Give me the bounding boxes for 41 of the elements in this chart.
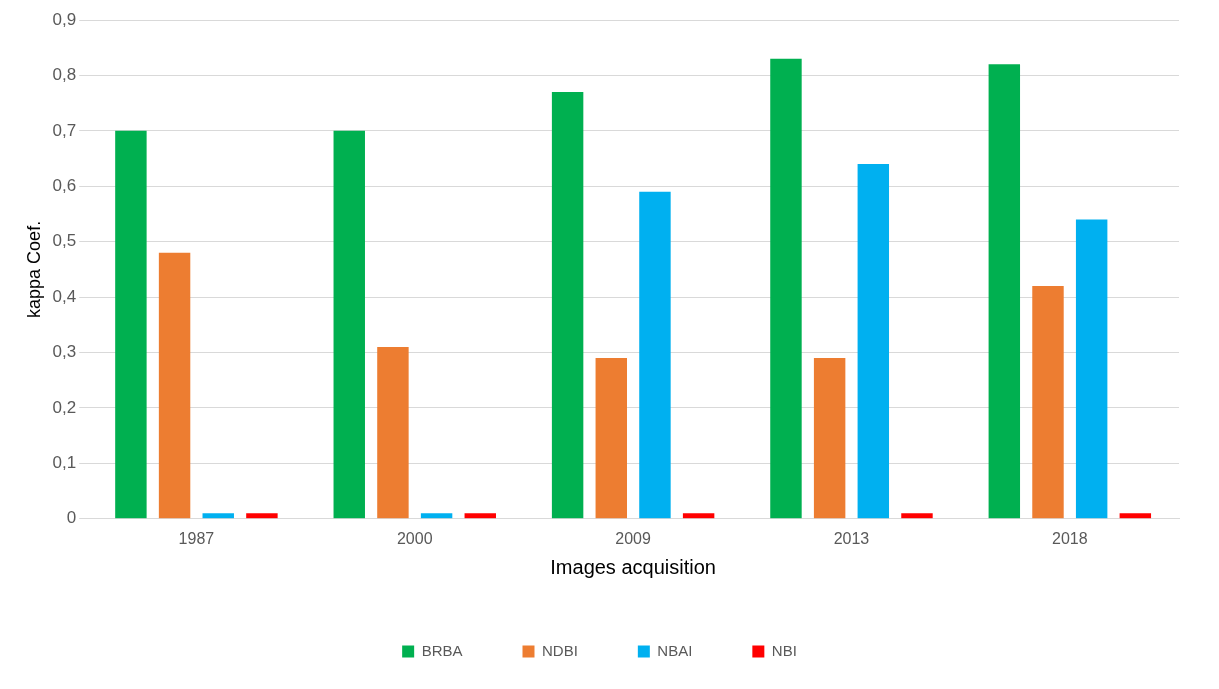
bar [202, 513, 234, 519]
bar [770, 58, 802, 519]
x-tick-label: 2000 [396, 529, 433, 547]
bar [1075, 219, 1108, 519]
bar [988, 64, 1021, 519]
bar [639, 191, 671, 519]
y-tick-label: 0,7 [52, 120, 77, 140]
x-tick-label: 2009 [615, 529, 652, 547]
y-tick-label: 0,4 [52, 286, 77, 306]
y-tick-label: 0,3 [52, 342, 77, 362]
y-tick-label: 0,8 [52, 65, 77, 85]
y-tick-label: 0,1 [52, 453, 77, 473]
x-tick-label: 1987 [178, 529, 215, 547]
bar [246, 513, 278, 519]
x-tick-label: 2018 [1052, 529, 1088, 547]
legend-label: NDBI [542, 641, 578, 659]
y-tick-label: 0,2 [52, 397, 77, 417]
bar [420, 513, 453, 519]
bar [551, 92, 584, 519]
y-tick-label: 0 [66, 508, 77, 528]
legend-label: NBI [771, 641, 797, 659]
legend-label: NBAI [657, 641, 693, 659]
bar [464, 513, 496, 519]
bar [1119, 513, 1152, 519]
bar [333, 130, 365, 519]
y-tick-label: 0,5 [52, 231, 77, 251]
bar [377, 346, 409, 519]
x-axis-title: Images acquisition [550, 555, 716, 578]
legend-label: BRBA [421, 641, 463, 659]
y-axis-title: kappa Coef. [23, 220, 44, 318]
x-tick-label: 2013 [833, 529, 870, 547]
bar [901, 513, 933, 519]
bar [158, 252, 191, 519]
y-tick-label: 0,6 [52, 175, 77, 195]
bar [682, 513, 715, 519]
bar [813, 358, 846, 519]
bar [595, 358, 627, 519]
bar [857, 164, 890, 519]
y-tick-label: 0,9 [52, 9, 77, 29]
bar [115, 130, 147, 519]
bar [1032, 286, 1064, 519]
